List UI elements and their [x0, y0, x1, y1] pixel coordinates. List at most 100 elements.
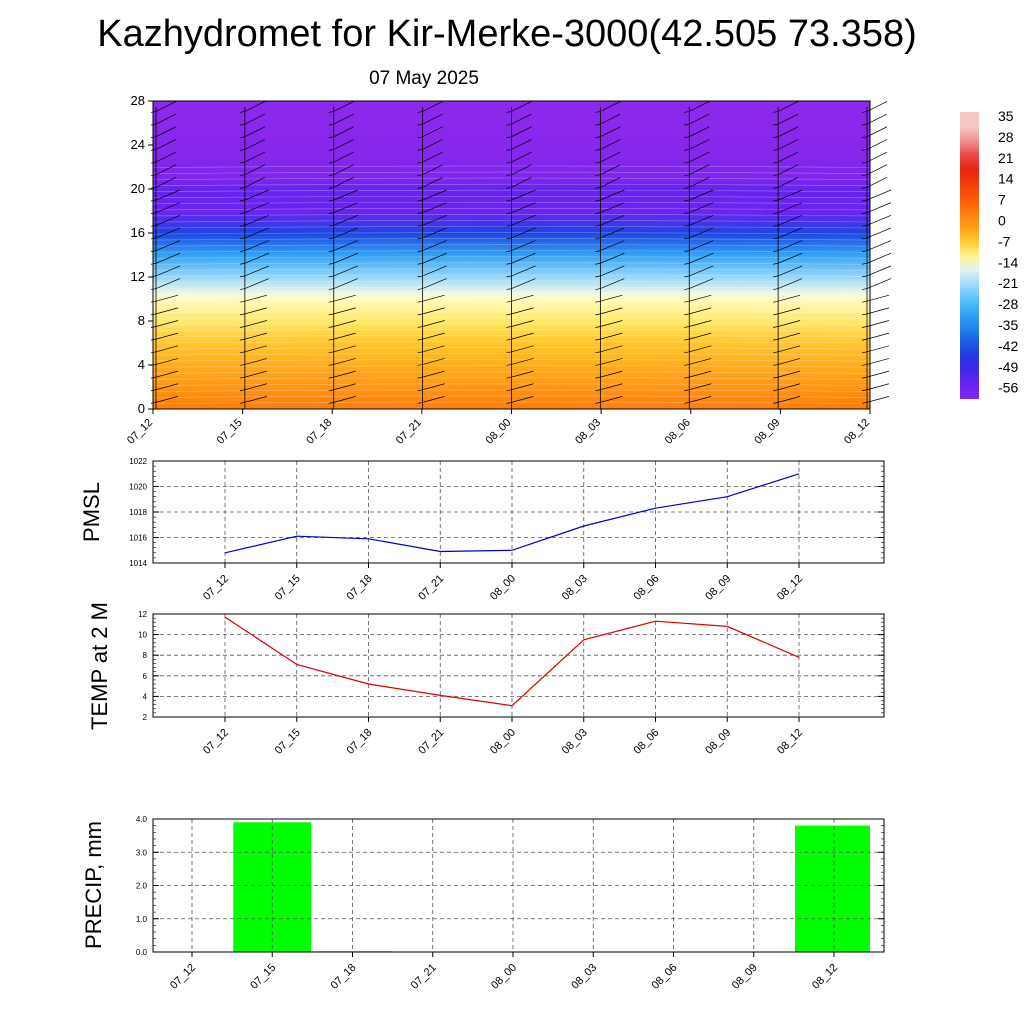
wind-barb-tail	[328, 313, 334, 316]
precip-grid	[153, 819, 884, 952]
wind-barb	[600, 358, 623, 365]
wind-barb	[689, 383, 712, 391]
wind-barb-tail	[684, 402, 690, 404]
wind-barb-tail	[684, 288, 690, 290]
wind-barb-tail	[239, 326, 245, 328]
wind-barb	[333, 294, 356, 302]
wind-barb	[155, 101, 177, 112]
wind-barb-tail	[861, 288, 868, 290]
y-tick-label: 1018	[129, 508, 147, 517]
wind-barb-tail	[861, 351, 868, 354]
temp-axis: 2 4 6 8 10 12	[138, 610, 884, 722]
pmsl-line	[224, 473, 800, 554]
wind-barb-tail	[239, 174, 245, 177]
time-tick-label: 08_09	[703, 727, 733, 757]
wind-barb	[422, 151, 443, 163]
wind-barb-tail	[595, 288, 601, 290]
wind-barb	[777, 214, 803, 226]
wind-barb-tail	[239, 136, 245, 139]
wind-barb-tail	[417, 376, 423, 379]
wind-barb-tail	[684, 300, 690, 303]
time-tick-label: 08_12	[842, 417, 872, 447]
wind-barb	[155, 383, 179, 391]
wind-barb	[600, 383, 623, 391]
precip-bars	[233, 822, 870, 953]
wind-barb-tail	[861, 136, 868, 139]
wind-barb-tail	[328, 338, 334, 341]
wind-barb-tail	[773, 300, 779, 303]
wind-barb-tail	[773, 212, 779, 214]
wind-barb	[511, 240, 536, 251]
wind-barb	[422, 278, 447, 289]
wind-barb-tail	[861, 224, 868, 227]
wind-barb-tail	[861, 187, 868, 189]
time-tick-label: 07_15	[273, 727, 303, 757]
colorbar-label: -28	[998, 296, 1018, 312]
y-tick-label: 1014	[129, 559, 147, 568]
wind-barb-tail	[861, 212, 868, 214]
wind-barb-tail	[773, 199, 779, 202]
wind-barb-tail	[595, 313, 601, 316]
wind-barb-tail	[506, 111, 512, 113]
wind-barb	[155, 240, 181, 251]
wind-barb	[333, 345, 356, 353]
wind-barb-tail	[684, 364, 690, 366]
wind-barb	[244, 294, 267, 302]
wind-barb-tail	[684, 212, 690, 214]
wind-barb-tail	[684, 389, 690, 392]
y-tick-label: 2	[143, 713, 148, 722]
height-tick-label: 4	[138, 357, 145, 372]
wind-barb	[333, 164, 354, 176]
time-tick-label: 08_09	[703, 573, 733, 603]
wind-barb	[777, 177, 799, 188]
wind-barb-tail	[773, 376, 779, 379]
time-tick-label: 08_00	[484, 417, 514, 447]
wind-barb	[777, 189, 803, 201]
wind-barb	[511, 151, 532, 163]
wind-barb-tail	[328, 389, 334, 392]
wind-barb-tail	[861, 199, 868, 202]
wind-barb-tail	[773, 288, 779, 290]
wind-barb	[333, 214, 358, 226]
wind-barb	[422, 227, 447, 239]
y-tick-label: 3.0	[136, 848, 148, 857]
wind-barb-tail	[861, 313, 868, 316]
wind-barb-tail	[773, 111, 779, 113]
time-tick-label: 08_00	[488, 727, 518, 757]
wind-barb-tail	[684, 326, 690, 328]
time-tick-label: 08_03	[560, 573, 590, 603]
wind-barb	[244, 278, 270, 289]
wind-barb	[689, 320, 712, 327]
y-tick-label: 0.0	[136, 948, 148, 957]
height-axis: 0 4 8 12 16 20 24 28	[131, 93, 153, 416]
wind-barb-tail	[595, 364, 601, 366]
wind-barb	[689, 113, 710, 125]
wind-barb-tail	[595, 262, 601, 265]
wind-barb	[777, 240, 803, 251]
wind-barb-tail	[506, 224, 512, 227]
wind-barb	[778, 332, 801, 340]
time-axis-3: 07_12 07_15 07_18 07_21 08_00 08_03 08_06 08_09…	[201, 717, 805, 757]
wind-barb	[600, 227, 625, 239]
precip-panel: 0.0 1.0 2.0 3.0 4.0 07_12 07_15 07_18 07_21 08_0…	[81, 815, 885, 992]
wind-barb	[333, 126, 354, 138]
wind-barb	[511, 278, 536, 289]
wind-barb-tail	[506, 351, 512, 354]
y-tick-label: 4.0	[136, 815, 148, 824]
wind-barb	[155, 252, 181, 264]
time-tick-label: 08_06	[632, 727, 662, 757]
wind-barb	[511, 383, 534, 391]
wind-barb	[422, 265, 447, 277]
wind-barb	[866, 252, 892, 264]
wind-barb	[866, 332, 890, 340]
wind-barb-tail	[684, 111, 690, 113]
wind-barb-tail	[506, 313, 512, 316]
time-tick-label: 07_21	[409, 962, 439, 992]
wind-barb	[866, 307, 890, 315]
wind-barb-tail	[684, 376, 690, 379]
wind-barb	[777, 278, 803, 289]
wind-barb-tail	[595, 161, 601, 164]
time-axis-1: 07_12 07_15 07_18 07_21 08_00 08_03 08_06 08_09…	[125, 409, 872, 447]
wind-barb	[600, 202, 625, 213]
wind-barb	[333, 189, 358, 201]
